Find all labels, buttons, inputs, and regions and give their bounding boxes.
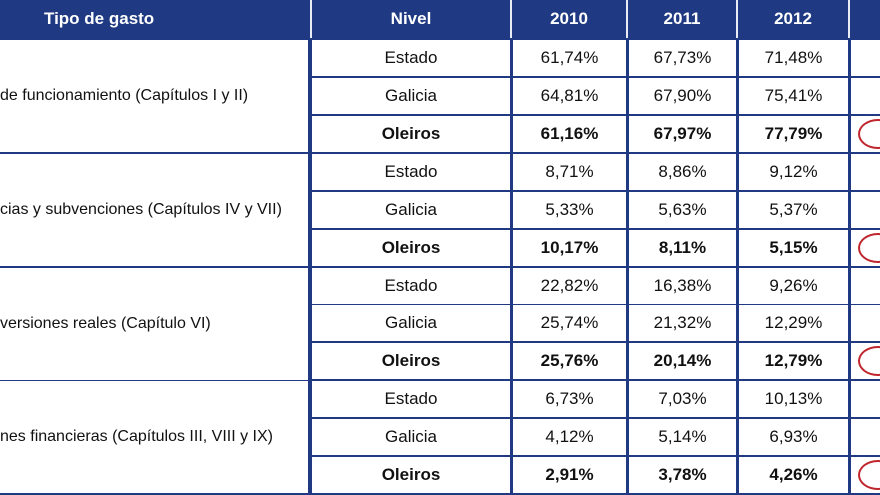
value-cell-2011: 21,32% <box>629 305 736 341</box>
nivel-cell: Oleiros <box>312 457 510 493</box>
value-cell-2011: 8,86% <box>629 154 736 190</box>
cutoff-column-cell: 1 <box>851 305 880 341</box>
nivel-cell: Estado <box>312 268 510 304</box>
value-cell-2012: 12,79% <box>739 343 848 379</box>
value-cell-2010: 5,33% <box>513 192 626 228</box>
header-tipo-gasto: Tipo de gasto <box>0 0 310 38</box>
value-cell-2011: 3,78% <box>629 457 736 493</box>
value-cell-2010: 6,73% <box>513 381 626 417</box>
value-cell-2010: 2,91% <box>513 457 626 493</box>
value-cell-2012: 75,41% <box>739 78 848 114</box>
header-divider <box>310 0 312 38</box>
value-cell-2010: 61,16% <box>513 116 626 152</box>
nivel-cell: Galicia <box>312 419 510 455</box>
cutoff-column-cell <box>851 419 880 455</box>
nivel-cell: Oleiros <box>312 343 510 379</box>
value-cell-2010: 10,17% <box>513 230 626 266</box>
value-cell-2011: 16,38% <box>629 268 736 304</box>
value-cell-2010: 4,12% <box>513 419 626 455</box>
header-divider <box>626 0 628 38</box>
header-divider <box>510 0 512 38</box>
cutoff-column-cell <box>851 381 880 417</box>
nivel-cell: Galicia <box>312 78 510 114</box>
nivel-cell: Estado <box>312 40 510 76</box>
group-label: nes financieras (Capítulos III, VIII y I… <box>0 381 308 493</box>
header-nivel: Nivel <box>312 0 510 38</box>
value-cell-2011: 67,73% <box>629 40 736 76</box>
nivel-cell: Estado <box>312 154 510 190</box>
nivel-cell: Galicia <box>312 305 510 341</box>
value-cell-2011: 67,90% <box>629 78 736 114</box>
nivel-cell: Oleiros <box>312 116 510 152</box>
value-cell-2012: 10,13% <box>739 381 848 417</box>
header-2011: 2011 <box>628 0 736 38</box>
header-2010: 2010 <box>512 0 626 38</box>
value-cell-2011: 20,14% <box>629 343 736 379</box>
value-cell-2012: 5,37% <box>739 192 848 228</box>
cutoff-column-cell <box>851 268 880 304</box>
header-divider <box>736 0 738 38</box>
value-cell-2011: 5,63% <box>629 192 736 228</box>
cutoff-column-cell: 7 <box>851 78 880 114</box>
value-cell-2010: 64,81% <box>513 78 626 114</box>
value-cell-2012: 5,15% <box>739 230 848 266</box>
value-cell-2010: 22,82% <box>513 268 626 304</box>
nivel-cell: Oleiros <box>312 230 510 266</box>
value-cell-2011: 8,11% <box>629 230 736 266</box>
group-label: de funcionamiento (Capítulos I y II) <box>0 40 308 152</box>
value-cell-2012: 12,29% <box>739 305 848 341</box>
value-cell-2011: 5,14% <box>629 419 736 455</box>
header-2012: 2012 <box>738 0 848 38</box>
nivel-cell: Galicia <box>312 192 510 228</box>
value-cell-2012: 6,93% <box>739 419 848 455</box>
header-divider <box>848 0 850 38</box>
value-cell-2011: 7,03% <box>629 381 736 417</box>
value-cell-2010: 8,71% <box>513 154 626 190</box>
value-cell-2010: 25,76% <box>513 343 626 379</box>
group-label: versiones reales (Capítulo VI) <box>0 268 308 380</box>
cutoff-column-cell <box>851 154 880 190</box>
value-cell-2011: 67,97% <box>629 116 736 152</box>
value-cell-2010: 61,74% <box>513 40 626 76</box>
value-cell-2012: 4,26% <box>739 457 848 493</box>
cutoff-column-cell <box>851 192 880 228</box>
value-cell-2012: 71,48% <box>739 40 848 76</box>
value-cell-2012: 9,26% <box>739 268 848 304</box>
cutoff-column-cell: 7 <box>851 40 880 76</box>
value-cell-2012: 77,79% <box>739 116 848 152</box>
group-label: cias y subvenciones (Capítulos IV y VII) <box>0 154 308 266</box>
value-cell-2012: 9,12% <box>739 154 848 190</box>
nivel-cell: Estado <box>312 381 510 417</box>
value-cell-2010: 25,74% <box>513 305 626 341</box>
